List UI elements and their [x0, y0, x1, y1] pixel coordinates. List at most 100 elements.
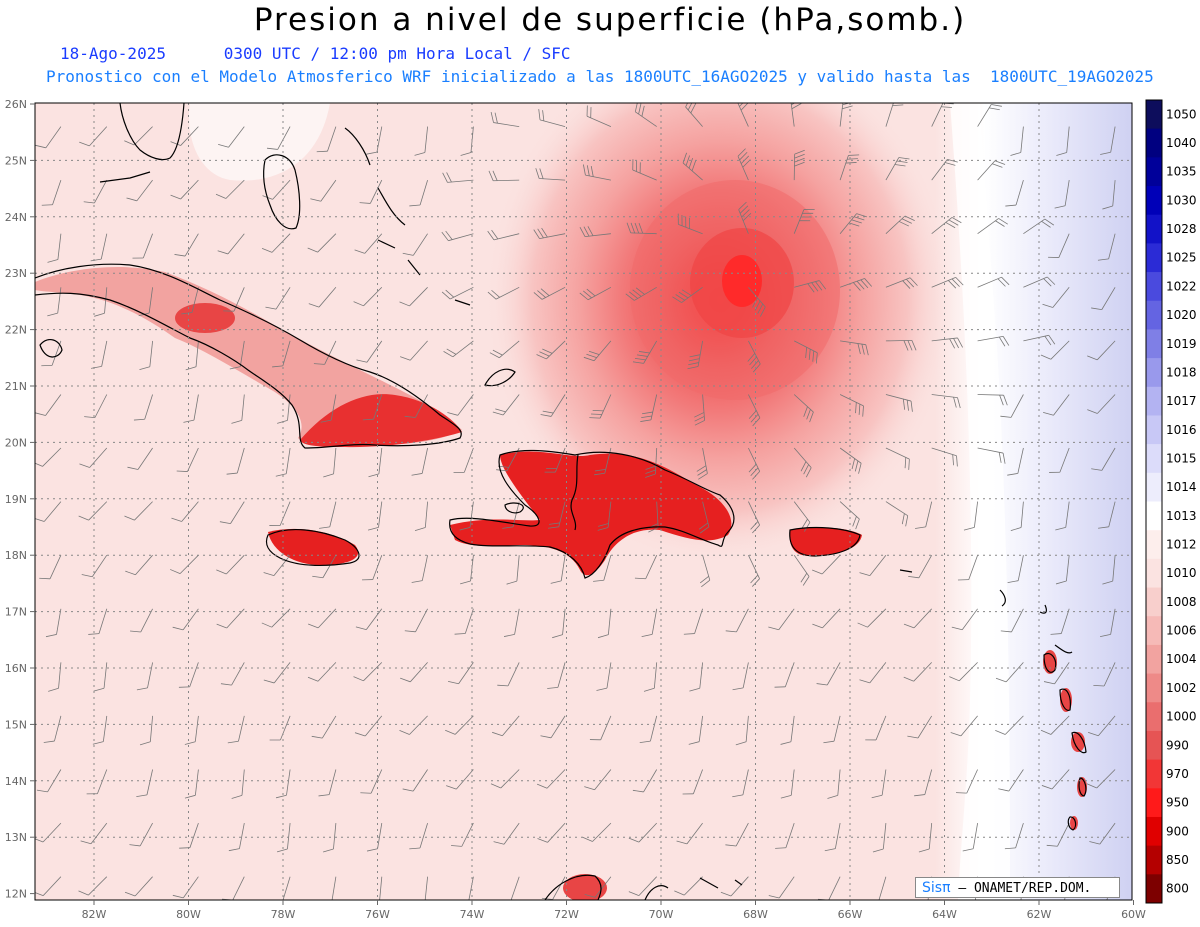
barb-flag	[944, 162, 956, 166]
barb-flag	[492, 411, 504, 416]
barb-flag	[1087, 409, 1098, 414]
barb-staff	[784, 662, 795, 687]
barb-staff	[458, 662, 474, 685]
barb-flag	[323, 848, 334, 853]
wind-barb	[454, 608, 474, 635]
barb-flag	[907, 735, 919, 739]
colorbar-swatch	[1146, 272, 1162, 302]
barb-flag	[487, 291, 497, 300]
wind-barb	[493, 822, 520, 845]
barb-staff	[790, 715, 795, 742]
pressure-colorbar: 1050 1040 1035 1030 1028 1025 1022 1020 1019 1018…	[1145, 99, 1197, 904]
barb-flag	[124, 140, 135, 146]
barb-flag	[579, 226, 586, 237]
forecast-time: 0300 UTC / 12:00 pm Hora Local / SFC	[223, 44, 571, 63]
barb-staff	[643, 340, 658, 364]
barb-staff	[271, 233, 291, 253]
wind-barb	[399, 715, 428, 735]
wind-barb	[39, 555, 62, 580]
wind-barb	[775, 822, 795, 849]
wind-barb	[489, 340, 520, 359]
wind-barb	[215, 179, 245, 199]
barb-staff	[539, 233, 566, 240]
barb-flag	[852, 516, 857, 527]
wind-barb	[124, 126, 153, 146]
wind-barb	[1091, 287, 1116, 311]
wind-barb	[320, 394, 337, 423]
barb-staff	[737, 103, 749, 127]
wind-barb	[185, 340, 199, 371]
barb-staff	[227, 233, 245, 255]
wind-barb	[865, 715, 887, 741]
barb-flag	[124, 515, 135, 521]
barb-flag	[84, 416, 95, 419]
wind-barb	[597, 608, 612, 639]
barb-flag	[39, 577, 51, 580]
barb-flag	[79, 463, 90, 468]
wind-barb	[544, 447, 566, 473]
wind-barb	[725, 822, 749, 847]
wind-barb	[366, 126, 383, 155]
barb-staff	[189, 822, 199, 848]
wind-barb	[43, 715, 62, 743]
wind-barb	[307, 233, 337, 253]
barb-flag	[639, 740, 651, 743]
barb-flag	[995, 729, 1006, 735]
barb-staff	[1066, 126, 1070, 153]
wind-barb	[908, 555, 933, 579]
barb-flag	[127, 466, 139, 470]
colorbar-label: 1013	[1166, 509, 1197, 523]
bahamas-eleuthera-coast	[377, 187, 406, 226]
forecast-date-time: 18-Ago-2025 0300 UTC / 12:00 pm Hora Loc…	[60, 44, 571, 63]
barb-flag	[689, 217, 690, 229]
wind-barb	[903, 662, 932, 682]
wind-barb	[584, 876, 612, 898]
barb-flag	[843, 97, 853, 102]
barb-flag	[598, 523, 609, 527]
barb-flag	[902, 398, 906, 410]
barb-flag	[185, 366, 197, 371]
barb-flag	[441, 291, 451, 300]
barb-staff	[287, 394, 291, 421]
barb-flag	[129, 844, 141, 847]
barb-flag	[1041, 221, 1051, 228]
barb-flag	[402, 788, 414, 792]
barb-flag	[805, 467, 812, 478]
barb-flag	[847, 158, 858, 160]
barb-flag	[489, 352, 500, 359]
barb-staff	[133, 126, 153, 146]
barb-flag	[359, 202, 371, 204]
wind-barb	[356, 340, 383, 363]
barb-flag	[918, 848, 930, 853]
barb-flag	[815, 352, 818, 364]
wind-barb	[859, 662, 887, 684]
barb-staff	[885, 447, 910, 460]
barb-staff	[365, 608, 383, 630]
barb-staff	[1110, 126, 1116, 153]
barb-staff	[42, 822, 62, 843]
barb-staff	[272, 179, 291, 200]
barb-staff	[287, 823, 291, 850]
barb-staff	[499, 340, 520, 359]
barb-flag	[587, 226, 594, 236]
barb-staff	[586, 115, 612, 127]
barb-flag	[904, 457, 907, 469]
puerto-rico-shading	[789, 527, 862, 556]
lon-label: 80W	[176, 908, 201, 921]
barb-staff	[282, 340, 291, 366]
barb-flag	[446, 785, 457, 790]
wind-barb	[133, 394, 153, 421]
barb-flag	[320, 419, 332, 423]
barb-flag	[402, 252, 414, 256]
barb-flag	[217, 250, 229, 255]
barb-staff	[376, 126, 383, 153]
barb-flag	[991, 104, 1002, 107]
barb-flag	[681, 289, 692, 296]
barb-staff	[541, 286, 566, 300]
barb-staff	[918, 555, 933, 579]
lon-label: 74W	[460, 908, 485, 921]
wind-barb	[261, 233, 291, 253]
cuba-west-shading	[175, 303, 235, 333]
barb-flag	[494, 112, 498, 124]
barb-staff	[958, 662, 978, 682]
